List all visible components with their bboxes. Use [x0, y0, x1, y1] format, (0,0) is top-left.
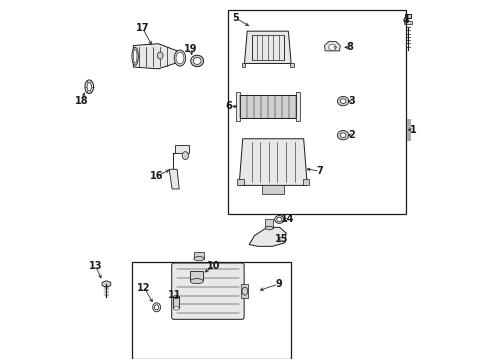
- Text: 13: 13: [89, 261, 102, 271]
- Ellipse shape: [328, 44, 335, 50]
- Text: 11: 11: [167, 290, 181, 300]
- Ellipse shape: [85, 80, 93, 94]
- Ellipse shape: [133, 49, 137, 63]
- Bar: [173, 297, 179, 309]
- Text: 4: 4: [402, 15, 408, 26]
- Text: 5: 5: [232, 13, 239, 23]
- Ellipse shape: [176, 52, 183, 64]
- Bar: [240, 95, 295, 118]
- Bar: [404, 14, 410, 18]
- Bar: [193, 252, 204, 259]
- Ellipse shape: [173, 307, 179, 310]
- Polygon shape: [133, 44, 182, 69]
- Bar: [251, 35, 284, 60]
- Ellipse shape: [154, 305, 159, 310]
- Text: 7: 7: [316, 166, 323, 176]
- Text: 9: 9: [275, 279, 282, 289]
- Text: 18: 18: [74, 96, 88, 106]
- Bar: [290, 63, 293, 67]
- Text: 2: 2: [348, 130, 355, 140]
- Ellipse shape: [193, 58, 201, 64]
- Text: 12: 12: [137, 283, 150, 293]
- Ellipse shape: [337, 131, 348, 140]
- Bar: [241, 63, 244, 67]
- Ellipse shape: [182, 152, 188, 159]
- Ellipse shape: [274, 216, 284, 224]
- Text: 17: 17: [135, 23, 149, 33]
- Polygon shape: [169, 169, 179, 189]
- Text: 3: 3: [348, 96, 355, 106]
- Ellipse shape: [194, 257, 203, 261]
- Text: 14: 14: [280, 215, 294, 224]
- Text: 8: 8: [346, 42, 353, 52]
- Ellipse shape: [152, 303, 160, 312]
- FancyBboxPatch shape: [171, 263, 244, 319]
- Bar: [235, 92, 240, 121]
- Text: 16: 16: [150, 171, 163, 181]
- Bar: [302, 179, 308, 185]
- Ellipse shape: [265, 226, 273, 230]
- Ellipse shape: [132, 47, 138, 65]
- Polygon shape: [239, 139, 306, 185]
- Polygon shape: [324, 41, 340, 51]
- Polygon shape: [244, 31, 290, 63]
- Ellipse shape: [174, 50, 185, 66]
- Text: 6: 6: [224, 102, 231, 112]
- Bar: [131, 262, 290, 359]
- Bar: [406, 119, 410, 140]
- Bar: [237, 179, 244, 185]
- Ellipse shape: [242, 287, 247, 295]
- Ellipse shape: [340, 99, 346, 103]
- Ellipse shape: [190, 55, 203, 67]
- Text: 10: 10: [207, 261, 220, 271]
- Bar: [262, 185, 284, 194]
- Ellipse shape: [87, 82, 91, 91]
- Polygon shape: [249, 227, 285, 246]
- Ellipse shape: [157, 52, 163, 59]
- Bar: [190, 271, 203, 280]
- Ellipse shape: [190, 279, 203, 284]
- Text: 19: 19: [183, 44, 197, 54]
- Bar: [403, 21, 411, 24]
- Ellipse shape: [276, 217, 281, 222]
- Ellipse shape: [337, 96, 348, 106]
- Bar: [174, 145, 188, 153]
- Polygon shape: [102, 281, 111, 287]
- Text: 15: 15: [275, 234, 288, 244]
- Bar: [228, 10, 405, 214]
- Ellipse shape: [340, 133, 346, 138]
- Bar: [295, 92, 299, 121]
- Text: 1: 1: [409, 125, 416, 135]
- Bar: [241, 284, 247, 298]
- Ellipse shape: [333, 46, 336, 48]
- Ellipse shape: [173, 295, 179, 298]
- Bar: [265, 220, 273, 228]
